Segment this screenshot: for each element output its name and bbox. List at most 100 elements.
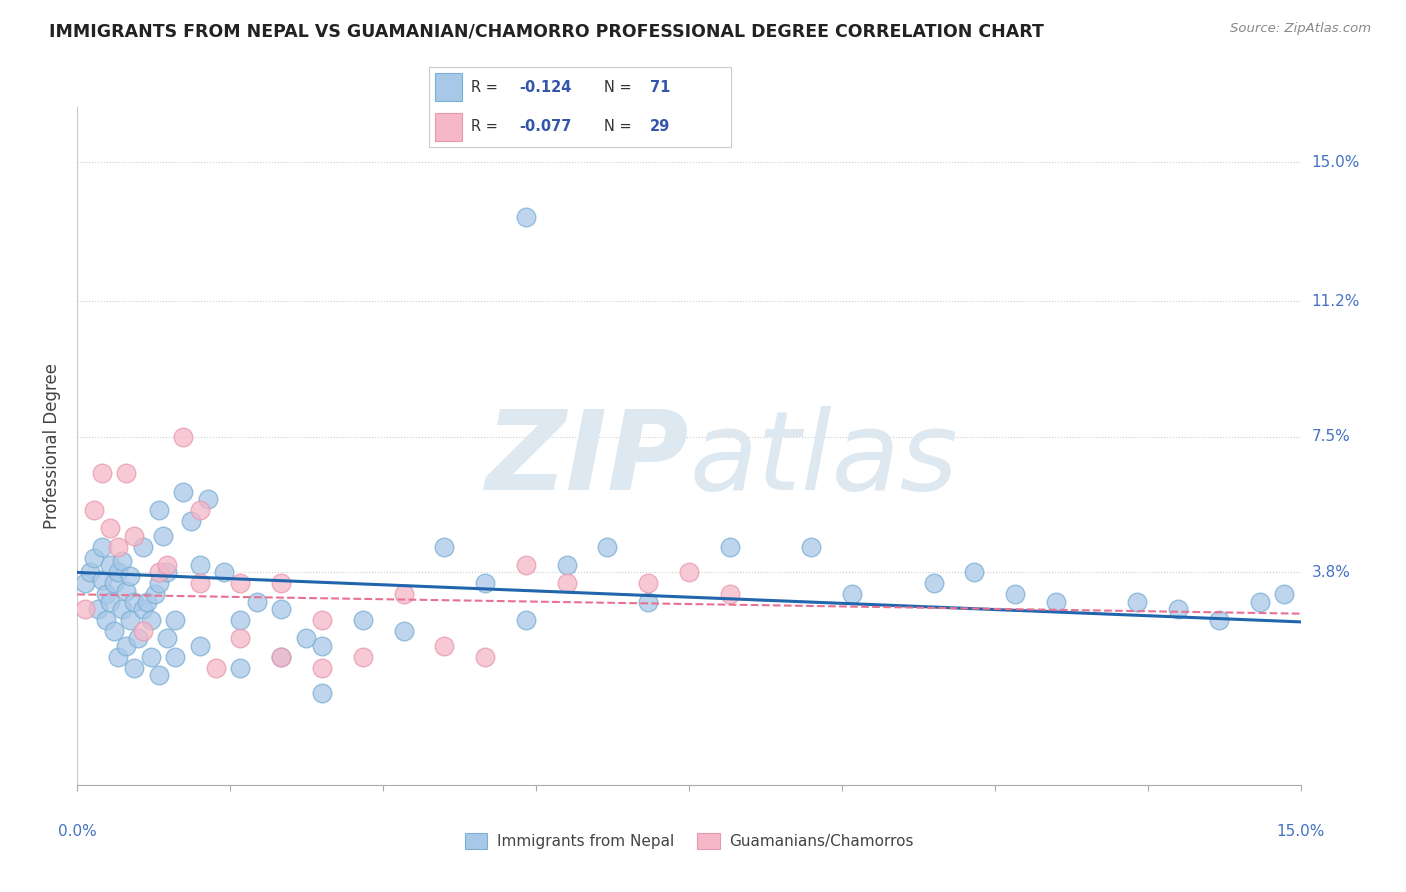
Point — [148, 503, 170, 517]
Point — [148, 668, 170, 682]
Point — [127, 632, 149, 646]
Point — [515, 613, 537, 627]
Point — [94, 587, 117, 601]
Point — [131, 602, 153, 616]
Point — [229, 661, 252, 675]
Point — [90, 573, 112, 587]
Point — [148, 566, 170, 580]
Point — [124, 595, 146, 609]
Point — [197, 492, 219, 507]
Point — [1045, 595, 1067, 609]
Point — [515, 210, 537, 224]
Point — [1272, 587, 1295, 601]
Point — [270, 576, 292, 591]
Text: atlas: atlas — [689, 406, 957, 513]
Point — [94, 613, 117, 627]
Point — [188, 558, 211, 573]
Point — [87, 602, 110, 616]
Text: 15.0%: 15.0% — [1312, 154, 1360, 169]
Text: 71: 71 — [650, 80, 669, 95]
Point — [246, 595, 269, 609]
Point — [270, 649, 292, 664]
Point — [107, 566, 129, 580]
Text: -0.124: -0.124 — [520, 80, 572, 95]
Point — [294, 632, 316, 646]
Point — [637, 595, 659, 609]
Legend: Immigrants from Nepal, Guamanians/Chamorros: Immigrants from Nepal, Guamanians/Chamor… — [458, 827, 920, 855]
Text: Source: ZipAtlas.com: Source: ZipAtlas.com — [1230, 22, 1371, 36]
Point — [1167, 602, 1189, 616]
Point — [474, 649, 496, 664]
Point — [124, 529, 146, 543]
Point — [922, 576, 945, 591]
Point — [311, 661, 333, 675]
Point — [188, 503, 211, 517]
Point — [148, 576, 170, 591]
Point — [1004, 587, 1026, 601]
Point — [107, 540, 129, 554]
Point — [103, 624, 125, 638]
Text: 0.0%: 0.0% — [58, 824, 97, 838]
Text: 29: 29 — [650, 120, 669, 134]
Point — [120, 569, 142, 583]
Bar — [434, 73, 463, 102]
Point — [111, 554, 134, 568]
Point — [107, 649, 129, 664]
Point — [392, 624, 415, 638]
Point — [152, 529, 174, 543]
Point — [718, 587, 741, 601]
Text: N =: N = — [605, 80, 637, 95]
Point — [156, 632, 179, 646]
Point — [800, 540, 823, 554]
Point — [205, 661, 228, 675]
Point — [139, 649, 162, 664]
Point — [120, 613, 142, 627]
Point — [392, 587, 415, 601]
Point — [131, 540, 153, 554]
Point — [103, 576, 125, 591]
Point — [311, 686, 333, 700]
Point — [180, 514, 202, 528]
Point — [188, 639, 211, 653]
Point — [841, 587, 863, 601]
Point — [98, 521, 121, 535]
Point — [90, 540, 112, 554]
Point — [135, 595, 157, 609]
Text: N =: N = — [605, 120, 637, 134]
Point — [124, 661, 146, 675]
Text: -0.077: -0.077 — [520, 120, 572, 134]
Text: 15.0%: 15.0% — [1277, 824, 1324, 838]
Point — [1126, 595, 1149, 609]
Text: 11.2%: 11.2% — [1312, 293, 1360, 309]
Point — [433, 639, 456, 653]
Point — [98, 595, 121, 609]
Point — [98, 558, 121, 573]
Point — [270, 602, 292, 616]
Text: ZIP: ZIP — [485, 406, 689, 513]
Text: R =: R = — [471, 120, 503, 134]
Point — [139, 613, 162, 627]
Point — [172, 484, 194, 499]
Text: IMMIGRANTS FROM NEPAL VS GUAMANIAN/CHAMORRO PROFESSIONAL DEGREE CORRELATION CHAR: IMMIGRANTS FROM NEPAL VS GUAMANIAN/CHAMO… — [49, 22, 1045, 40]
Point — [963, 566, 986, 580]
Point — [143, 587, 166, 601]
Point — [352, 649, 374, 664]
Bar — [434, 112, 463, 141]
Point — [75, 576, 97, 591]
Point — [229, 613, 252, 627]
Point — [165, 649, 187, 664]
Point — [75, 602, 97, 616]
Point — [131, 624, 153, 638]
Point — [433, 540, 456, 554]
Point — [474, 576, 496, 591]
Point — [156, 558, 179, 573]
Point — [311, 639, 333, 653]
Point — [270, 649, 292, 664]
Point — [678, 566, 700, 580]
Point — [79, 566, 101, 580]
Point — [115, 583, 138, 598]
Y-axis label: Professional Degree: Professional Degree — [44, 363, 62, 529]
Point — [115, 467, 138, 481]
Point — [555, 558, 578, 573]
Point — [229, 576, 252, 591]
